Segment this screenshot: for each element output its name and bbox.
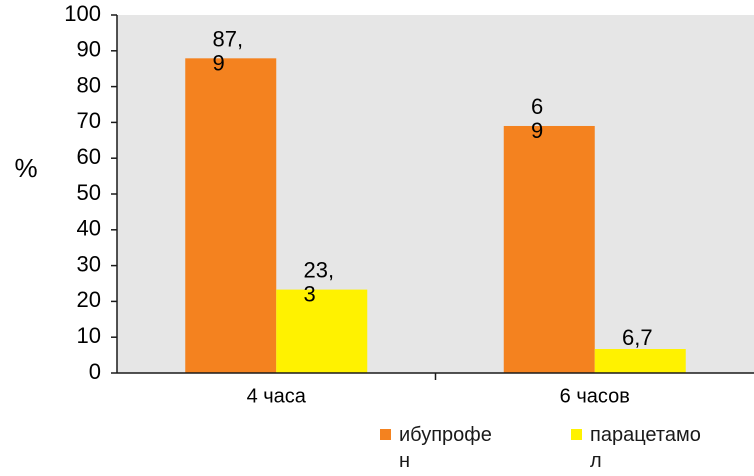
x-tick-label: 6 часов <box>560 385 630 407</box>
x-tick-label: 4 часа <box>247 385 307 407</box>
legend-label: л <box>590 450 602 472</box>
y-tick-label: 30 <box>77 251 101 276</box>
y-tick-label: 0 <box>89 359 101 384</box>
data-label: 23, <box>304 258 335 283</box>
data-label: 6 <box>531 94 543 119</box>
legend-swatch <box>380 429 391 440</box>
y-tick-label: 50 <box>77 180 101 205</box>
legend-label: н <box>399 450 411 472</box>
bar <box>594 349 686 373</box>
y-tick-label: 80 <box>77 72 101 97</box>
legend-label: парацетамо <box>590 424 701 446</box>
data-label: 87, <box>213 26 244 51</box>
y-tick-label: 60 <box>77 144 101 169</box>
y-tick-label: 70 <box>77 108 101 133</box>
data-label: 9 <box>213 50 225 75</box>
y-tick-label: 90 <box>77 37 101 62</box>
data-label: 3 <box>304 282 316 307</box>
legend-label: ибупрофе <box>399 424 492 446</box>
data-label: 9 <box>531 118 543 143</box>
bar <box>185 58 277 374</box>
y-tick-label: 100 <box>64 1 101 26</box>
bar <box>503 125 595 373</box>
y-axis-label: % <box>14 153 37 183</box>
y-tick-label: 10 <box>77 323 101 348</box>
legend-swatch <box>571 429 582 440</box>
bar <box>276 289 368 373</box>
y-tick-label: 20 <box>77 287 101 312</box>
data-label: 6,7 <box>622 325 653 350</box>
y-tick-label: 40 <box>77 216 101 241</box>
